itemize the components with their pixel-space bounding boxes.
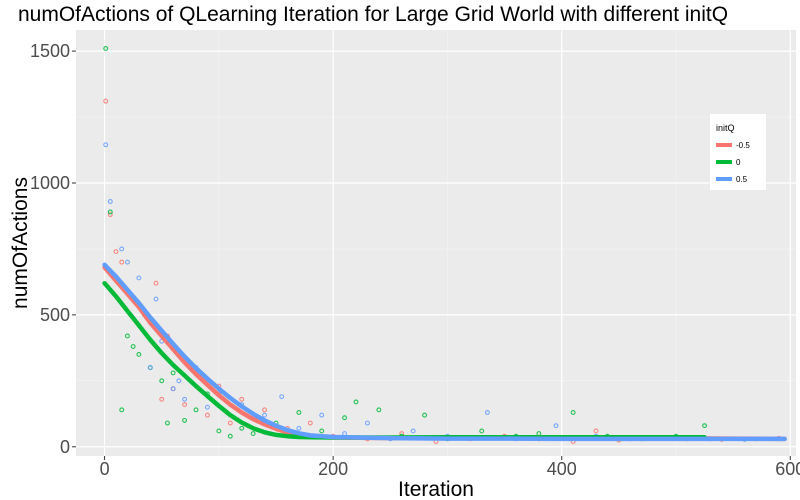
grid-major — [76, 30, 796, 456]
scatter-point — [702, 423, 708, 429]
grid-minor — [76, 30, 796, 456]
scatter-point — [170, 370, 176, 376]
scatter-point — [296, 410, 302, 415]
scatter-point — [193, 407, 199, 413]
legend-label: -0.5 — [736, 141, 750, 150]
scatter-point — [342, 415, 348, 421]
scatter-point — [296, 425, 302, 431]
legend-label: 0 — [736, 158, 741, 167]
scatter-point — [159, 378, 165, 384]
scatter-point — [119, 246, 125, 252]
scatter-point — [319, 428, 325, 434]
scatter-point — [153, 280, 159, 286]
scatter-point — [239, 396, 245, 402]
scatter-point — [182, 402, 188, 408]
y-tick-label: 500 — [40, 305, 70, 325]
scatter-point — [103, 98, 109, 104]
scatter-point — [136, 275, 142, 281]
scatter-point — [103, 46, 109, 51]
plot-panel — [76, 30, 796, 456]
scatter-point — [364, 420, 370, 426]
scatter-point — [353, 399, 359, 405]
smooth-lines — [102, 262, 787, 442]
scatter-point — [250, 431, 256, 437]
scatter-point — [422, 412, 428, 418]
axis-ticks: 0 200 400 600 0 500 1000 1500 — [30, 41, 800, 479]
scatter-point — [113, 249, 119, 255]
x-axis-title: Iteration — [398, 478, 474, 500]
y-tick-label: 1500 — [30, 41, 70, 61]
scatter-point — [262, 412, 268, 418]
x-tick-label: 0 — [100, 459, 110, 479]
scatter-point — [107, 209, 113, 215]
scatter-point — [153, 296, 159, 302]
scatter-point — [182, 396, 188, 402]
scatter-point — [570, 410, 576, 415]
y-tick-label: 1000 — [30, 173, 70, 193]
scatter-point — [262, 407, 268, 413]
scatter-point — [147, 365, 153, 371]
scatter-point — [593, 428, 599, 434]
scatter-point — [376, 407, 382, 413]
scatter-point — [164, 420, 170, 426]
scatter-point — [107, 199, 113, 204]
scatter-point — [204, 404, 210, 410]
y-tick-label: 0 — [60, 437, 70, 457]
legend-items: -0.5 0 0.5 — [716, 141, 750, 184]
scatter-point — [204, 412, 210, 418]
scatter-point — [553, 423, 559, 429]
scatter-point — [124, 259, 130, 265]
x-tick-label: 600 — [775, 459, 800, 479]
scatter-point — [107, 212, 113, 218]
scatter-point — [479, 428, 485, 434]
legend: initQ -0.5 0 0.5 — [710, 114, 766, 190]
scatter-point — [227, 420, 233, 426]
scatter-point — [130, 344, 136, 349]
legend-label: 0.5 — [736, 175, 748, 184]
scatter-point — [216, 428, 222, 434]
scatter-point — [124, 333, 130, 339]
chart-title: numOfActions of QLearning Iteration for … — [18, 3, 728, 26]
scatter-point — [182, 417, 188, 423]
scatter-point — [319, 412, 325, 418]
scatter-point — [136, 351, 142, 357]
scatter-point — [159, 396, 165, 402]
scatter-point — [484, 410, 490, 415]
x-tick-label: 200 — [318, 459, 348, 479]
scatter-point — [170, 386, 176, 392]
scatter-point — [119, 407, 125, 413]
scatter-point — [279, 394, 285, 400]
scatter-point — [307, 420, 313, 426]
scatter-point — [119, 259, 125, 265]
scatter-point — [227, 433, 233, 439]
legend-title: initQ — [716, 123, 735, 133]
series-line — [102, 262, 787, 442]
scatter-point — [239, 425, 245, 431]
y-axis-title: numOfActions — [9, 177, 32, 309]
scatter-point — [103, 142, 109, 148]
scatter-point — [176, 378, 182, 384]
x-tick-label: 400 — [547, 459, 577, 479]
scatter-point — [410, 428, 416, 434]
